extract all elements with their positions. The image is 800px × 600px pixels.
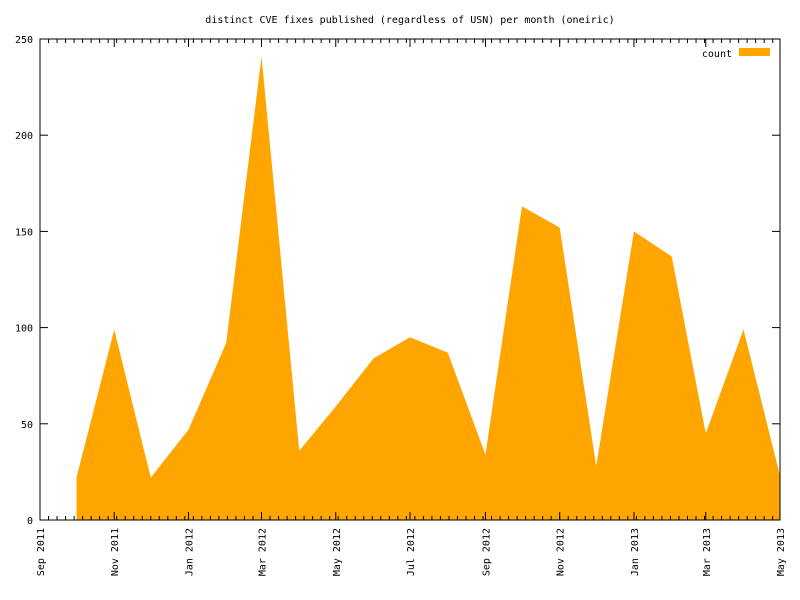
y-tick-label: 0	[27, 516, 33, 527]
area-layer	[76, 56, 780, 520]
x-tick-label: Jan 2012	[184, 528, 195, 576]
y-tick-label: 150	[15, 227, 33, 238]
legend: count	[702, 48, 770, 60]
x-tick-label: Nov 2012	[556, 528, 567, 576]
x-tick-label: Jul 2012	[406, 528, 417, 576]
axis-layer	[39, 38, 781, 521]
x-tick-label: Mar 2012	[258, 528, 269, 576]
chart-title: distinct CVE fixes published (regardless…	[205, 15, 614, 26]
area-series-0	[76, 56, 780, 520]
legend-label: count	[702, 49, 732, 60]
tick-label-layer: 0 50 100 150 200 250 Sep 2011 Nov 2011 Jan 2012 M…	[15, 35, 787, 576]
x-tick-label: Nov 2011	[110, 528, 121, 576]
x-tick-label: Sep 2011	[36, 528, 47, 576]
y-tick-label: 200	[15, 131, 33, 142]
y-tick-label: 50	[21, 420, 33, 431]
x-tick-label: Sep 2012	[481, 528, 492, 576]
x-tick-label: Jan 2013	[630, 528, 641, 576]
x-tick-label: May 2013	[776, 528, 787, 576]
x-tick-label: May 2012	[332, 528, 343, 576]
y-tick-label: 100	[15, 324, 33, 335]
y-tick-label: 250	[15, 35, 33, 46]
legend-swatch	[739, 48, 770, 56]
x-tick-label: Mar 2013	[702, 528, 713, 576]
